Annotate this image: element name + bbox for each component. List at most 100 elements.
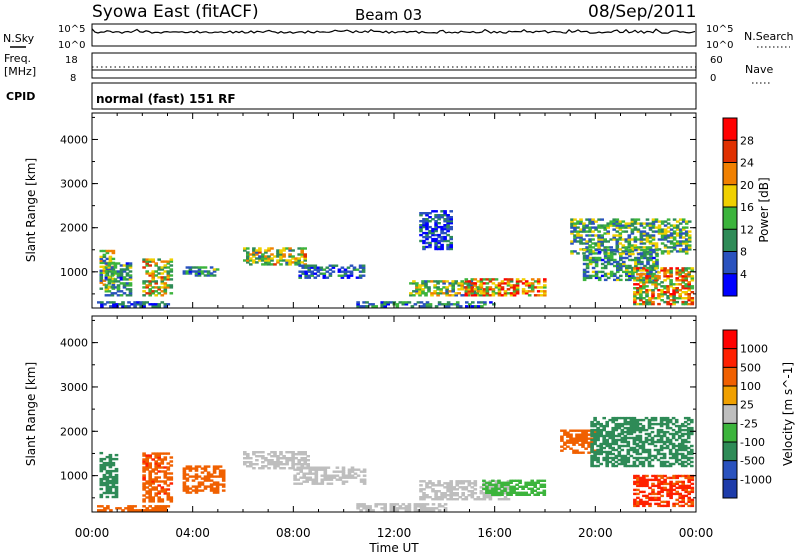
- data-cell: [609, 250, 614, 254]
- data-cell: [163, 292, 168, 295]
- data-cell: [422, 231, 426, 235]
- data-cell: [656, 448, 661, 452]
- data-cell: [677, 436, 682, 440]
- data-cell: [681, 275, 685, 278]
- data-cell: [246, 455, 250, 458]
- data-cell: [424, 292, 428, 295]
- colorbar-swatch: [723, 348, 737, 368]
- data-cell: [191, 479, 196, 482]
- data-cell: [600, 248, 605, 252]
- data-cell: [611, 436, 615, 440]
- data-cell: [470, 290, 475, 293]
- data-cell: [666, 297, 670, 300]
- data-cell: [114, 481, 119, 485]
- data-cell: [608, 434, 612, 438]
- data-cell: [657, 480, 661, 484]
- data-cell: [649, 248, 653, 252]
- data-cell: [654, 230, 659, 233]
- data-cell: [512, 491, 516, 494]
- data-cell: [389, 507, 394, 510]
- data-cell: [485, 487, 489, 490]
- data-cell: [252, 251, 256, 254]
- data-cell: [409, 292, 413, 295]
- data-cell: [471, 301, 475, 304]
- data-cell: [678, 228, 683, 231]
- data-cell: [243, 259, 247, 262]
- data-cell: [307, 266, 311, 269]
- data-cell: [690, 476, 695, 480]
- data-cell: [328, 274, 333, 277]
- data-cell: [425, 482, 429, 485]
- data-cell: [569, 433, 573, 436]
- data-cell: [636, 302, 640, 306]
- data-cell: [182, 272, 187, 275]
- data-cell: [662, 430, 667, 434]
- data-cell: [660, 486, 664, 490]
- data-cell: [687, 293, 691, 296]
- data-cell: [632, 426, 637, 430]
- data-cell: [440, 247, 444, 251]
- data-cell: [473, 484, 478, 487]
- data-cell: [647, 424, 652, 428]
- data-cell: [678, 234, 683, 237]
- data-cell: [479, 292, 484, 295]
- data-cell: [160, 280, 165, 283]
- data-cell: [639, 490, 643, 494]
- data-cell: [657, 293, 661, 296]
- data-cell: [643, 252, 647, 256]
- data-cell: [690, 279, 695, 282]
- data-cell: [500, 288, 505, 291]
- data-cell: [648, 242, 653, 245]
- data-cell: [249, 257, 253, 260]
- data-cell: [540, 290, 544, 293]
- data-cell: [632, 440, 637, 444]
- data-cell: [500, 286, 505, 289]
- data-cell: [503, 492, 508, 495]
- data-cell: [669, 484, 673, 488]
- data-cell: [145, 270, 149, 273]
- data-cell: [395, 303, 400, 306]
- data-cell: [163, 490, 168, 493]
- data-cell: [642, 297, 646, 300]
- data-cell: [677, 452, 682, 456]
- data-cell: [645, 295, 649, 298]
- data-cell: [437, 509, 442, 512]
- data-cell: [631, 268, 635, 272]
- data-cell: [605, 430, 609, 434]
- data-cell: [627, 240, 632, 243]
- data-cell: [669, 482, 673, 486]
- colorbar-swatch: [723, 423, 737, 443]
- data-cell: [185, 270, 190, 273]
- data-cell: [665, 424, 670, 428]
- data-cell: [686, 434, 691, 438]
- data-cell: [197, 274, 202, 277]
- data-cell: [494, 480, 499, 483]
- data-cell: [464, 294, 469, 297]
- data-cell: [645, 277, 649, 280]
- data-cell: [645, 480, 649, 484]
- data-cell: [194, 270, 199, 273]
- data-cell: [593, 464, 597, 468]
- data-cell: [319, 268, 324, 271]
- data-cell: [684, 484, 688, 488]
- data-cell: [666, 285, 670, 288]
- data-cell: [108, 469, 113, 473]
- data-cell: [646, 270, 650, 274]
- y-tick-label: 2000: [60, 425, 88, 438]
- data-cell: [657, 492, 661, 496]
- data-cell: [591, 256, 596, 260]
- data-cell: [590, 446, 594, 450]
- data-cell: [530, 288, 535, 291]
- data-cell: [163, 472, 168, 475]
- power-colorbar-label: Power [dB]: [757, 177, 771, 242]
- data-cell: [154, 270, 158, 273]
- data-cell: [105, 477, 110, 481]
- data-cell: [249, 465, 253, 468]
- data-cell: [606, 222, 610, 225]
- data-cell: [169, 286, 174, 289]
- data-cell: [593, 418, 597, 422]
- data-cell: [154, 460, 158, 463]
- data-cell: [597, 218, 601, 221]
- data-cell: [116, 288, 121, 291]
- data-cell: [587, 441, 591, 444]
